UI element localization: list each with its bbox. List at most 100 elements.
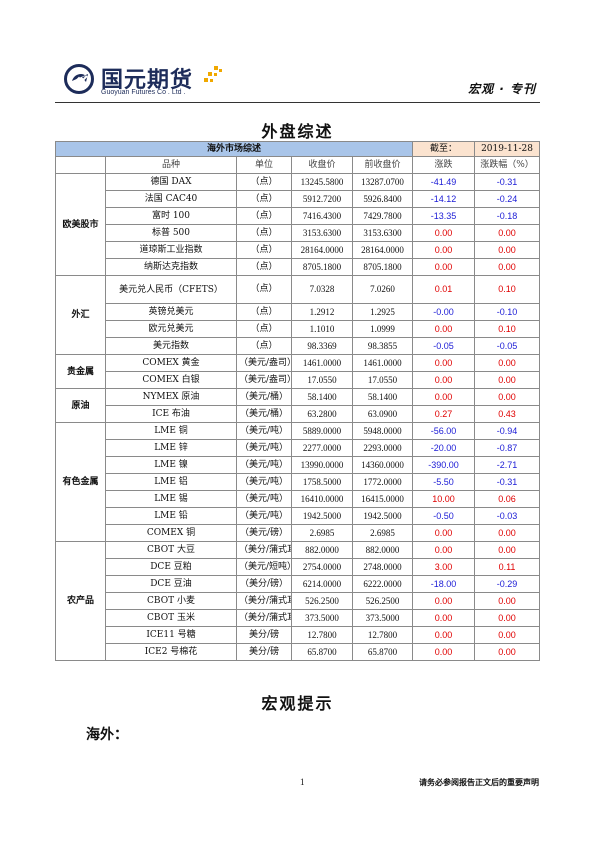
change-pct-cell: 0.00 (474, 609, 541, 627)
unit-cell: （美分/蒲式耳） (236, 592, 292, 610)
header-divider (55, 102, 540, 103)
prev-close-cell: 2748.0000 (351, 558, 414, 576)
table-row: LME 锡（美元/吨） 16410.0000 16415.0000 10.00 0.06 (56, 490, 541, 508)
instrument-name-cell: 美元兑人民币（CFETS） (105, 275, 237, 304)
table-row: 欧美股市 德国 DAX （点） 13245.5800 13287.0700 -41.49-… (55, 173, 541, 276)
unit-cell: （美元/吨） (236, 490, 292, 508)
unit-cell: （点） (236, 275, 292, 304)
change-pct-cell: -0.87 (474, 439, 541, 457)
close-price-cell: 2277.0000 (291, 439, 353, 457)
change-pct-cell: 0.10 (474, 320, 541, 338)
change-cell: 0.00 (412, 241, 476, 259)
instrument-name-cell: DCE 豆油 (105, 575, 237, 593)
change-cell: 0.00 (412, 626, 476, 644)
change-cell: 0.00 (412, 354, 476, 372)
change-cell: -0.05 (412, 337, 476, 355)
instrument-name-cell: DCE 豆粕 (105, 558, 237, 576)
close-price-cell: 2754.0000 (291, 558, 353, 576)
change-pct-cell: 0.06 (474, 490, 541, 508)
change-pct-cell: 0.00 (474, 541, 541, 559)
instrument-name-cell: LME 锌 (105, 439, 237, 457)
change-cell: 0.01 (412, 275, 476, 304)
table-row: LME 铝（美元/吨） 1758.5000 1772.0000 -5.50 -0.31 (56, 473, 541, 491)
instrument-name-cell: ICE2 号棉花 (105, 643, 237, 661)
company-logo: 国元期货 Guoyuan Futures Co . Ltd . (64, 62, 224, 102)
prev-close-cell: 17.0550 (351, 371, 414, 389)
section-title-overseas: 外盘综述 (261, 122, 334, 141)
prev-close-cell: 13287.0700 (351, 173, 414, 191)
table-row: 有色金属 LME 铜（美元/吨） 5889.0000 5948.0000 -56.00-… (55, 422, 541, 542)
change-pct-cell: -0.94 (474, 422, 541, 440)
table-row: 原油 NYMEX 原油 （美元/桶） 58.1400 58.1400 0.00 0.00 (55, 388, 541, 423)
close-price-cell: 28164.0000 (291, 241, 353, 259)
instrument-name-cell: LME 铅 (105, 507, 237, 525)
table-header-row: 品种 单位 收盘价 前收盘价 涨跌 涨跌幅（%） (55, 156, 541, 174)
close-price-cell: 63.2800 (291, 405, 353, 423)
unit-cell: （点） (236, 190, 292, 208)
change-cell: 0.00 (412, 524, 476, 542)
unit-cell: （点） (236, 320, 292, 338)
close-price-cell: 373.5000 (291, 609, 353, 627)
table-row: COMEX 铜（美元/磅） 2.6985 2.6985 0.00 0.00 (56, 524, 541, 542)
table-row: DCE 豆粕 （美元/短吨） 2754.0000 2748.0000 3.00 0.11 (56, 558, 541, 576)
close-price-cell: 1.1010 (291, 320, 353, 338)
change-pct-cell: 0.00 (474, 258, 541, 276)
change-pct-cell: 0.00 (474, 524, 541, 542)
close-price-cell: 7416.4300 (291, 207, 353, 225)
instrument-name-cell: ICE 布油 (105, 405, 237, 423)
table-row: 法国 CAC40 （点） 5912.7200 5926.8400 -14.12 -0.24 (56, 190, 541, 208)
change-pct-cell: 0.00 (474, 224, 541, 242)
logo-mark-icon (64, 64, 94, 94)
change-cell: -41.49 (412, 173, 476, 191)
company-name-en: Guoyuan Futures Co . Ltd . (101, 89, 186, 96)
prev-close-cell: 63.0900 (351, 405, 414, 423)
prev-close-cell: 1.0999 (351, 320, 414, 338)
change-cell: -390.00 (412, 456, 476, 474)
prev-close-cell: 373.5000 (351, 609, 414, 627)
close-price-cell: 6214.0000 (291, 575, 353, 593)
table-title: 海外市场综述 (54, 141, 414, 157)
change-pct-cell: -0.18 (474, 207, 541, 225)
prev-close-cell: 1772.0000 (351, 473, 414, 491)
prev-close-cell: 1461.0000 (351, 354, 414, 372)
change-cell: 0.00 (412, 541, 476, 559)
close-price-cell: 8705.1800 (291, 258, 353, 276)
close-price-cell: 5912.7200 (291, 190, 353, 208)
unit-cell: （美分/磅） (236, 575, 292, 593)
column-header: 涨跌 (412, 156, 476, 174)
change-cell: 0.00 (412, 609, 476, 627)
category-cell: 农产品 (55, 541, 106, 661)
instrument-name-cell: CBOT 小麦 (105, 592, 237, 610)
change-pct-cell: -0.10 (474, 303, 541, 321)
instrument-name-cell: CBOT 玉米 (105, 609, 237, 627)
prev-close-cell: 16415.0000 (351, 490, 414, 508)
company-name-cn: 国元期货 (101, 68, 194, 93)
instrument-name-cell: COMEX 黄金 (105, 354, 237, 372)
close-price-cell: 882.0000 (291, 541, 353, 559)
unit-cell: （美分/蒲式耳） (236, 541, 292, 559)
change-cell: -0.50 (412, 507, 476, 525)
change-cell: 10.00 (412, 490, 476, 508)
change-pct-cell: 0.43 (474, 405, 541, 423)
instrument-name-cell: 德国 DAX (105, 173, 237, 191)
unit-cell: （美元/吨） (236, 507, 292, 525)
prev-close-cell: 12.7800 (351, 626, 414, 644)
prev-close-cell: 2.6985 (351, 524, 414, 542)
prev-close-cell: 28164.0000 (351, 241, 414, 259)
close-price-cell: 13990.0000 (291, 456, 353, 474)
prev-close-cell: 7.0260 (351, 275, 414, 304)
unit-cell: （点） (236, 207, 292, 225)
change-cell: 0.00 (412, 592, 476, 610)
unit-cell: （点） (236, 258, 292, 276)
table-row: 欧元兑美元 （点） 1.1010 1.0999 0.00 0.10 (56, 320, 541, 338)
change-cell: -56.00 (412, 422, 476, 440)
change-pct-cell: 0.00 (474, 354, 541, 372)
change-pct-cell: 0.00 (474, 592, 541, 610)
close-price-cell: 7.0328 (291, 275, 353, 304)
unit-cell: （美元/磅） (236, 524, 292, 542)
date-label: 截至： (412, 141, 476, 157)
change-pct-cell: 0.00 (474, 626, 541, 644)
header-blank (55, 156, 106, 174)
